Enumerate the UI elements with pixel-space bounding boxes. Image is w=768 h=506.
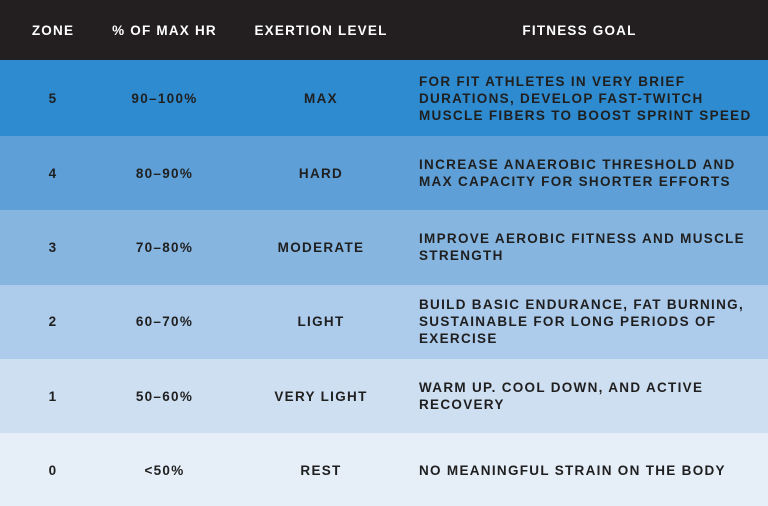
table-row: 5 90–100% MAX FOR FIT ATHLETES IN VERY B…	[0, 60, 768, 136]
max-hr-cell: 50–60%	[135, 388, 194, 404]
zone-cell: 0	[48, 462, 58, 478]
zone-cell: 2	[48, 314, 58, 330]
max-hr-cell: 70–80%	[135, 239, 194, 255]
exertion-cell: VERY LIGHT	[274, 388, 368, 404]
header-max-hr: % OF MAX HR	[112, 22, 217, 38]
header-zone: ZONE	[31, 22, 75, 38]
header-goal: FITNESS GOAL	[522, 22, 637, 38]
goal-cell: IMPROVE AEROBIC FITNESS AND MUSCLE STREN…	[419, 231, 745, 264]
zone-cell: 1	[48, 388, 58, 404]
goal-cell: WARM UP. COOL DOWN, AND ACTIVE RECOVERY	[419, 380, 704, 413]
max-hr-cell: 90–100%	[131, 90, 198, 106]
goal-cell: NO MEANINGFUL STRAIN ON THE BODY	[419, 462, 726, 478]
zone-cell: 4	[48, 165, 58, 181]
exertion-cell: MAX	[304, 90, 338, 106]
max-hr-cell: 80–90%	[135, 165, 194, 181]
exertion-cell: REST	[300, 462, 342, 478]
goal-cell: BUILD BASIC ENDURANCE, FAT BURNING, SUST…	[419, 297, 744, 347]
header-exertion: EXERTION LEVEL	[254, 22, 388, 38]
goal-cell: FOR FIT ATHLETES IN VERY BRIEF DURATIONS…	[419, 73, 752, 123]
zone-cell: 3	[48, 239, 58, 255]
table-row: 1 50–60% VERY LIGHT WARM UP. COOL DOWN, …	[0, 358, 768, 434]
exertion-cell: MODERATE	[277, 239, 365, 255]
table-header: ZONE % OF MAX HR EXERTION LEVEL FITNESS …	[0, 0, 768, 60]
max-hr-cell: <50%	[144, 462, 185, 478]
table-row: 2 60–70% LIGHT BUILD BASIC ENDURANCE, FA…	[0, 284, 768, 359]
table-row: 4 80–90% HARD INCREASE ANAEROBIC THRESHO…	[0, 136, 768, 211]
exertion-cell: LIGHT	[297, 314, 345, 330]
zone-cell: 5	[48, 90, 58, 106]
table-row: 3 70–80% MODERATE IMPROVE AEROBIC FITNES…	[0, 210, 768, 285]
exertion-cell: HARD	[298, 165, 344, 181]
max-hr-cell: 60–70%	[135, 314, 194, 330]
table-row: 0 <50% REST NO MEANINGFUL STRAIN ON THE …	[0, 433, 768, 506]
goal-cell: INCREASE ANAEROBIC THRESHOLD AND MAX CAP…	[419, 157, 736, 190]
